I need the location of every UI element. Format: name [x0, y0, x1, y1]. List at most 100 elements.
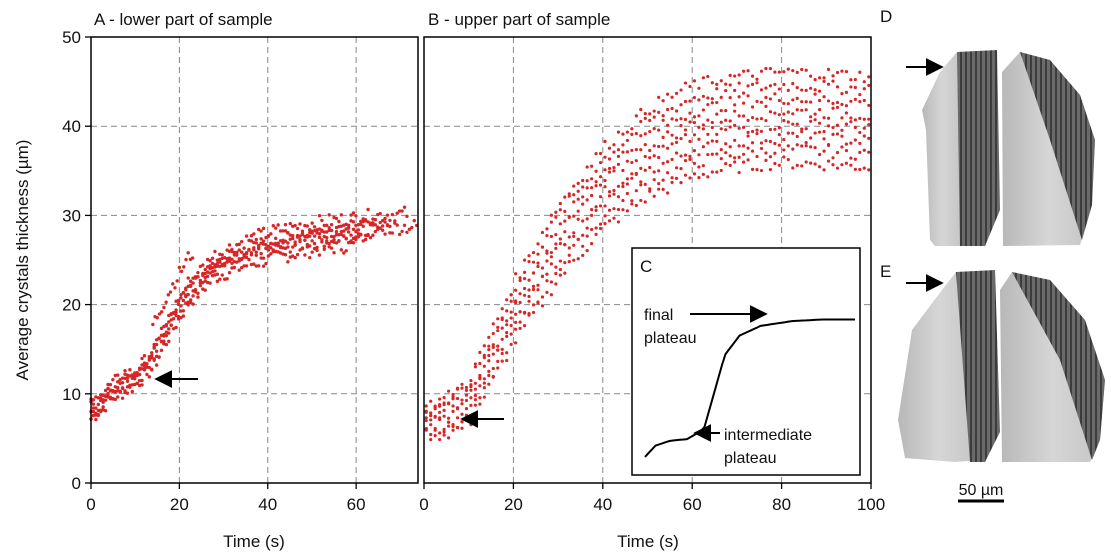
data-point: [540, 266, 545, 270]
data-point: [715, 100, 719, 105]
data-point: [540, 245, 545, 249]
data-point: [500, 351, 504, 356]
data-point: [679, 103, 683, 107]
data-point: [710, 125, 714, 130]
data-point: [247, 247, 251, 252]
data-point: [433, 405, 437, 409]
data-point: [514, 312, 518, 316]
data-point: [281, 229, 285, 233]
data-point: [715, 170, 719, 174]
data-point: [858, 70, 862, 74]
data-point: [269, 246, 273, 250]
data-point: [692, 120, 697, 125]
data-point: [661, 187, 665, 191]
data-point: [755, 81, 759, 85]
data-point: [288, 250, 292, 254]
data-point: [346, 230, 351, 234]
data-point: [400, 209, 404, 213]
data-point: [652, 144, 656, 148]
data-point: [205, 257, 210, 262]
data-point: [585, 165, 589, 169]
data-point: [679, 154, 683, 158]
data-point: [111, 389, 115, 394]
data-point: [164, 322, 169, 327]
data-point: [777, 126, 781, 130]
data-point: [728, 83, 732, 87]
y-tick-label: 10: [62, 385, 81, 404]
data-point: [380, 228, 385, 232]
data-point: [795, 134, 799, 139]
data-point: [737, 95, 741, 99]
data-point: [800, 108, 804, 112]
data-point: [773, 151, 777, 155]
panel-b-ticks: 0 20 40 60 80 100: [419, 483, 885, 514]
data-point: [531, 284, 536, 288]
data-point: [536, 264, 540, 269]
data-point: [701, 145, 705, 149]
data-point: [286, 245, 290, 249]
data-point: [91, 406, 96, 410]
data-point: [536, 261, 540, 265]
data-point: [648, 148, 652, 153]
data-point: [835, 123, 840, 127]
data-point: [594, 226, 598, 230]
data-point: [563, 209, 567, 214]
data-point: [826, 99, 831, 103]
data-point: [777, 133, 781, 137]
data-point: [368, 235, 373, 240]
data-point: [840, 163, 844, 167]
data-point: [385, 213, 390, 217]
data-point: [438, 437, 442, 442]
data-point: [244, 251, 249, 256]
data-point: [652, 154, 656, 158]
data-point: [639, 198, 643, 203]
data-point: [308, 228, 312, 232]
data-point: [390, 212, 395, 217]
data-point: [826, 124, 831, 128]
data-point: [373, 229, 378, 234]
data-point: [496, 344, 500, 348]
data-point: [244, 264, 249, 268]
data-point: [567, 215, 571, 219]
data-point: [286, 231, 290, 235]
data-point: [652, 126, 656, 131]
data-point: [683, 99, 688, 104]
data-point: [764, 151, 768, 155]
panel-a-frame: [90, 36, 419, 484]
data-point: [366, 207, 370, 212]
data-point: [509, 293, 513, 297]
data-point: [429, 411, 433, 415]
data-point: [724, 128, 728, 132]
data-point: [710, 170, 714, 174]
data-point: [325, 223, 329, 227]
data-point: [742, 125, 746, 129]
data-point: [473, 362, 478, 366]
data-point: [159, 339, 164, 344]
data-point: [849, 78, 853, 82]
data-point: [809, 119, 813, 123]
data-point: [433, 426, 437, 431]
data-point: [782, 101, 786, 106]
data-point: [527, 311, 531, 316]
data-point: [201, 280, 205, 285]
data-point: [670, 95, 674, 99]
data-point: [312, 228, 317, 233]
data-point: [746, 69, 750, 73]
data-point: [674, 136, 679, 140]
data-point: [728, 125, 732, 129]
data-point: [327, 213, 331, 217]
data-point: [755, 99, 759, 103]
data-point: [186, 276, 190, 280]
data-point: [585, 217, 589, 221]
data-point: [666, 191, 670, 195]
panel-a-ylabel: Average crystals thickness (µm): [13, 140, 32, 381]
data-point: [106, 393, 110, 398]
data-point: [576, 217, 580, 221]
data-point: [429, 432, 433, 437]
data-point: [692, 172, 697, 176]
data-point: [764, 158, 768, 163]
data-point: [176, 299, 181, 303]
data-point: [460, 398, 464, 402]
data-point: [768, 155, 773, 159]
data-point: [424, 409, 428, 413]
